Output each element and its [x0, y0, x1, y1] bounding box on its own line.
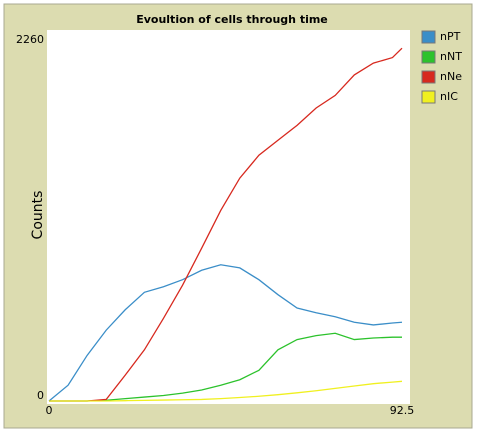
y-tick-label: 0 — [37, 389, 44, 402]
y-tick-label: 2260 — [16, 33, 44, 46]
y-axis-label: Counts — [30, 191, 46, 240]
x-tick-label: 92.5 — [390, 404, 415, 417]
legend-swatch — [421, 50, 436, 64]
chart-title: Evoultion of cells through time — [136, 13, 328, 26]
legend-swatch — [421, 90, 436, 104]
legend-label: nNe — [440, 70, 462, 83]
legend-label: nPT — [440, 30, 461, 43]
series-line — [48, 264, 403, 402]
legend-label: nNT — [440, 50, 462, 63]
legend-swatch — [421, 70, 436, 84]
legend-label: nIC — [440, 90, 458, 103]
series-line — [49, 332, 402, 402]
series-line — [49, 380, 403, 402]
plot-area — [47, 30, 410, 404]
series-line — [49, 47, 403, 402]
x-tick-label: 0 — [46, 404, 53, 417]
legend-swatch — [421, 30, 436, 44]
